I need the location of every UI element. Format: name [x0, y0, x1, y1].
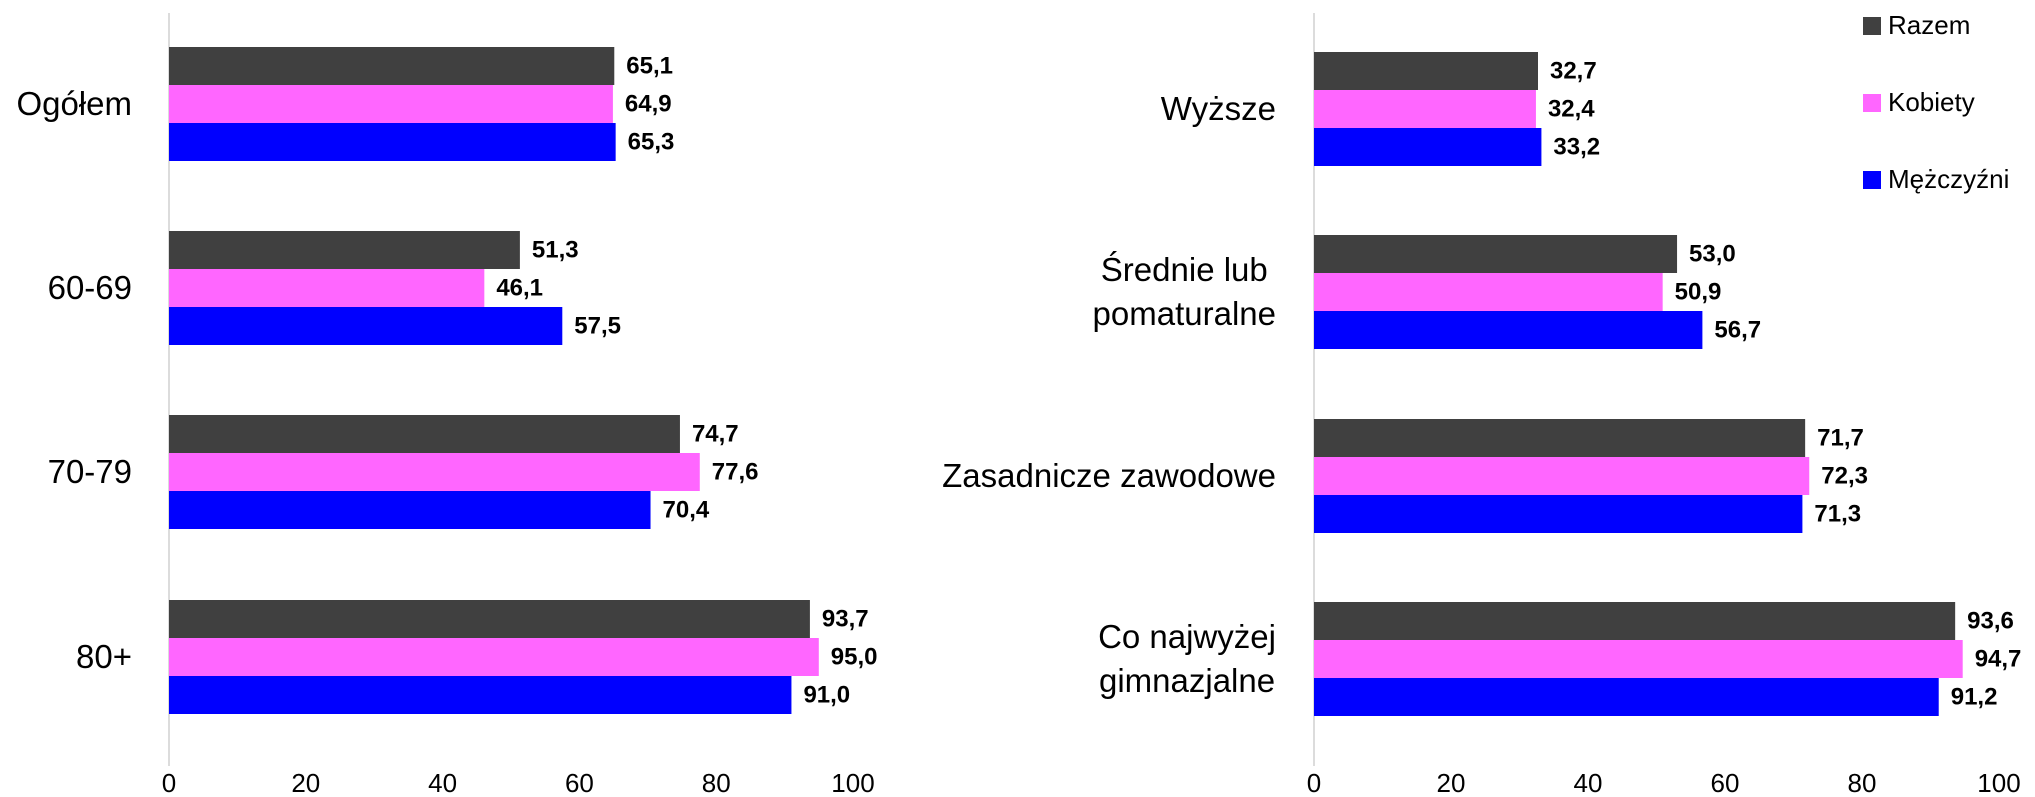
value-label: 95,0 [831, 643, 878, 670]
bar [1314, 457, 1810, 495]
category-label: Ogółem [16, 85, 132, 122]
bar [169, 600, 810, 638]
legend-label: Mężczyźni [1888, 164, 2009, 194]
legend-label: Kobiety [1888, 87, 1975, 117]
category-label: 60-69 [47, 269, 132, 306]
bar [169, 123, 616, 161]
category-label: 80+ [76, 638, 132, 675]
x-tick-label: 40 [428, 768, 457, 797]
value-label: 65,3 [628, 128, 675, 155]
value-label: 33,2 [1553, 133, 1600, 160]
bar [1314, 273, 1663, 311]
x-tick-label: 60 [565, 768, 594, 797]
value-label: 32,4 [1548, 95, 1595, 122]
bar [169, 638, 819, 676]
legend-label: Razem [1888, 10, 1970, 40]
legend-swatch [1863, 94, 1881, 112]
bar [169, 307, 563, 345]
bar [1314, 602, 1956, 640]
x-tick-label: 80 [702, 768, 731, 797]
value-label: 56,7 [1714, 316, 1761, 343]
value-label: 50,9 [1675, 278, 1722, 305]
bar [169, 491, 651, 529]
bar [169, 415, 680, 453]
bar [1314, 495, 1803, 533]
bar [169, 85, 613, 123]
category-label: 70-79 [47, 453, 132, 490]
legend-swatch [1863, 17, 1881, 35]
x-tick-label: 20 [1437, 768, 1466, 797]
x-tick-label: 100 [1977, 768, 2020, 797]
bar [169, 676, 792, 714]
category-label: Zasadnicze zawodowe [942, 457, 1276, 494]
bar [1314, 52, 1538, 90]
x-tick-label: 20 [291, 768, 320, 797]
bar [1314, 311, 1703, 349]
bar [169, 453, 700, 491]
x-tick-label: 100 [831, 768, 874, 797]
value-label: 71,3 [1814, 500, 1861, 527]
value-label: 72,3 [1821, 462, 1868, 489]
value-label: 46,1 [496, 274, 543, 301]
value-label: 70,4 [663, 496, 710, 523]
bar [1314, 128, 1542, 166]
bar [1314, 90, 1536, 128]
value-label: 32,7 [1550, 57, 1597, 84]
value-label: 91,0 [803, 681, 850, 708]
x-tick-label: 0 [1307, 768, 1321, 797]
value-label: 94,7 [1975, 645, 2022, 672]
legend-swatch [1863, 171, 1881, 189]
value-label: 53,0 [1689, 240, 1736, 267]
bar [169, 269, 485, 307]
value-label: 77,6 [712, 458, 759, 485]
value-label: 93,6 [1967, 607, 2014, 634]
bar [1314, 419, 1806, 457]
value-label: 93,7 [822, 605, 869, 632]
category-label: Co najwyżej gimnazjalne [1098, 618, 1276, 699]
value-label: 65,1 [626, 52, 673, 79]
x-tick-label: 80 [1848, 768, 1877, 797]
x-tick-label: 40 [1574, 768, 1603, 797]
value-label: 51,3 [532, 236, 579, 263]
value-label: 57,5 [574, 312, 621, 339]
category-label: Wyższe [1160, 90, 1276, 127]
category-label: Średnie lub pomaturalne [1092, 251, 1276, 332]
x-tick-label: 60 [1711, 768, 1740, 797]
value-label: 91,2 [1951, 683, 1998, 710]
bar [1314, 678, 1939, 716]
value-label: 74,7 [692, 420, 739, 447]
value-label: 64,9 [625, 90, 672, 117]
bar [1314, 640, 1963, 678]
bar [169, 47, 615, 85]
bar [169, 231, 520, 269]
x-tick-label: 0 [162, 768, 176, 797]
value-label: 71,7 [1817, 424, 1864, 451]
bar [1314, 235, 1678, 273]
